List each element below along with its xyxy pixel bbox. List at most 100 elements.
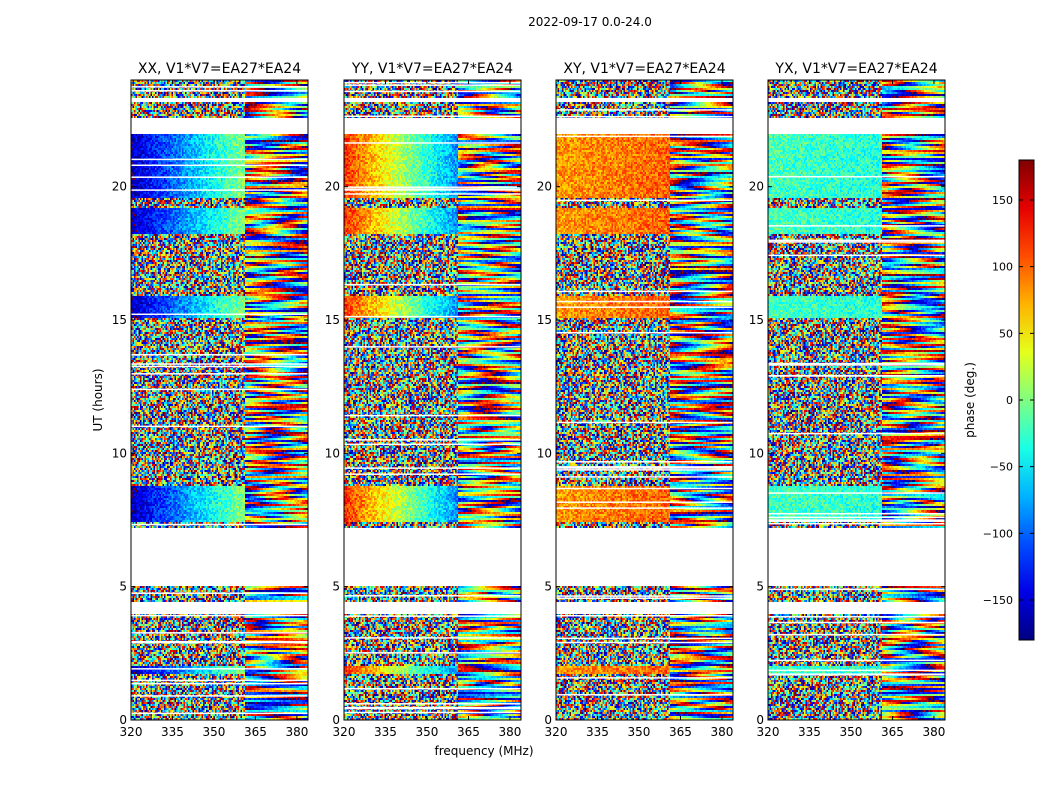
flag-line [344, 142, 521, 144]
flag-line [768, 633, 945, 636]
flag-line [344, 703, 521, 705]
x-tick-label: 380 [498, 725, 521, 739]
flag-line [344, 560, 521, 562]
panel-title: YX, V1*V7=EA27*EA24 [774, 61, 937, 77]
flag-line [556, 694, 733, 696]
flag-line [344, 90, 521, 93]
y-tick-label: 5 [544, 580, 552, 594]
flag-line [344, 84, 521, 86]
colorbar: 150 100 50 0 −50 −100 −150 [983, 159, 1035, 641]
flag-line [556, 641, 733, 644]
x-tick-label: 350 [203, 725, 226, 739]
panel-frame [130, 79, 309, 721]
phase-heatmap [768, 80, 945, 720]
y-axis-label: UT (hours) [91, 368, 105, 431]
flag-line [131, 592, 308, 594]
y-tick-label: 10 [537, 446, 552, 460]
phase-heatmap [131, 80, 308, 720]
flag-line [768, 659, 945, 662]
figure-title: 2022-09-17 0.0-24.0 [528, 15, 652, 29]
flag-line [556, 501, 733, 503]
x-tick-label: 335 [586, 725, 609, 739]
y-tick-label: 10 [325, 446, 340, 460]
flag-line [768, 225, 945, 227]
y-tick-label: 20 [325, 180, 340, 194]
flag-line [344, 443, 521, 446]
panel-frame [767, 79, 946, 721]
flag-line [768, 588, 945, 591]
flag-line [131, 354, 308, 356]
y-tick-label: 10 [749, 446, 764, 460]
flag-line [556, 476, 733, 478]
flag-line [556, 595, 733, 597]
colorbar-tick-label: −50 [990, 461, 1013, 474]
flag-line [344, 188, 521, 190]
panel-4: YX, V1*V7=EA27*EA24 320 335 350 365 380 0 5 10 15… [749, 61, 946, 739]
flag-line [131, 373, 308, 375]
flag-line [768, 616, 945, 618]
y-tick-label: 0 [544, 713, 552, 727]
flag-line [768, 241, 945, 243]
colorbar-tick-label: 50 [999, 327, 1013, 340]
flag-line [556, 529, 733, 531]
flag-line [556, 469, 733, 471]
flag-line [131, 365, 308, 368]
x-tick-label: 350 [416, 725, 439, 739]
flag-line [768, 674, 945, 676]
flag-line [768, 254, 945, 257]
flag-line [131, 363, 308, 365]
flag-line [556, 466, 733, 468]
flag-line [131, 614, 308, 617]
flag-line [344, 186, 521, 188]
panel-title: XX, V1*V7=EA27*EA24 [138, 61, 301, 77]
x-tick-label: 335 [798, 725, 821, 739]
y-tick-label: 20 [112, 180, 127, 194]
flag-line [344, 637, 521, 639]
flag-line [131, 90, 308, 92]
flag-line [556, 467, 733, 469]
x-tick-label: 320 [120, 725, 143, 739]
x-tick-label: 350 [628, 725, 651, 739]
panel-1: XX, V1*V7=EA27*EA24 320 335 350 365 380 0 5 10 15… [112, 61, 309, 739]
flag-line [344, 473, 521, 475]
y-tick-label: 20 [537, 180, 552, 194]
flag-line [768, 100, 945, 102]
x-tick-label: 380 [285, 725, 308, 739]
flag-line [344, 193, 521, 195]
flag-line [556, 109, 733, 111]
x-tick-label: 365 [244, 725, 267, 739]
flag-line [131, 121, 308, 123]
panel-frame [555, 79, 734, 721]
x-tick-label: 365 [457, 725, 480, 739]
flag-line [131, 388, 308, 391]
flag-line [768, 362, 945, 365]
flag-line [556, 557, 733, 559]
flag-line [768, 512, 945, 515]
flag-line [768, 239, 945, 242]
flag-line [344, 615, 521, 617]
flag-line [131, 641, 308, 644]
flag-line [131, 86, 308, 88]
flag-line [131, 125, 308, 128]
colorbar-tick-label: −150 [983, 594, 1013, 607]
flag-line [131, 712, 308, 715]
flag-line [344, 115, 521, 118]
x-tick-label: 365 [881, 725, 904, 739]
flag-line [344, 189, 521, 191]
flag-line [556, 461, 733, 463]
flag-line [556, 331, 733, 334]
flag-line [344, 439, 521, 441]
panel-title: XY, V1*V7=EA27*EA24 [563, 61, 725, 77]
flag-line [131, 523, 308, 526]
flag-line [344, 467, 521, 469]
flag-line [556, 135, 733, 138]
x-tick-label: 350 [840, 725, 863, 739]
y-tick-label: 0 [756, 713, 764, 727]
flag-line [556, 300, 733, 303]
flag-line [556, 124, 733, 127]
flag-line [768, 519, 945, 521]
flag-line [131, 189, 308, 191]
colorbar-tick-label: 150 [992, 194, 1013, 207]
flag-line [131, 158, 308, 161]
